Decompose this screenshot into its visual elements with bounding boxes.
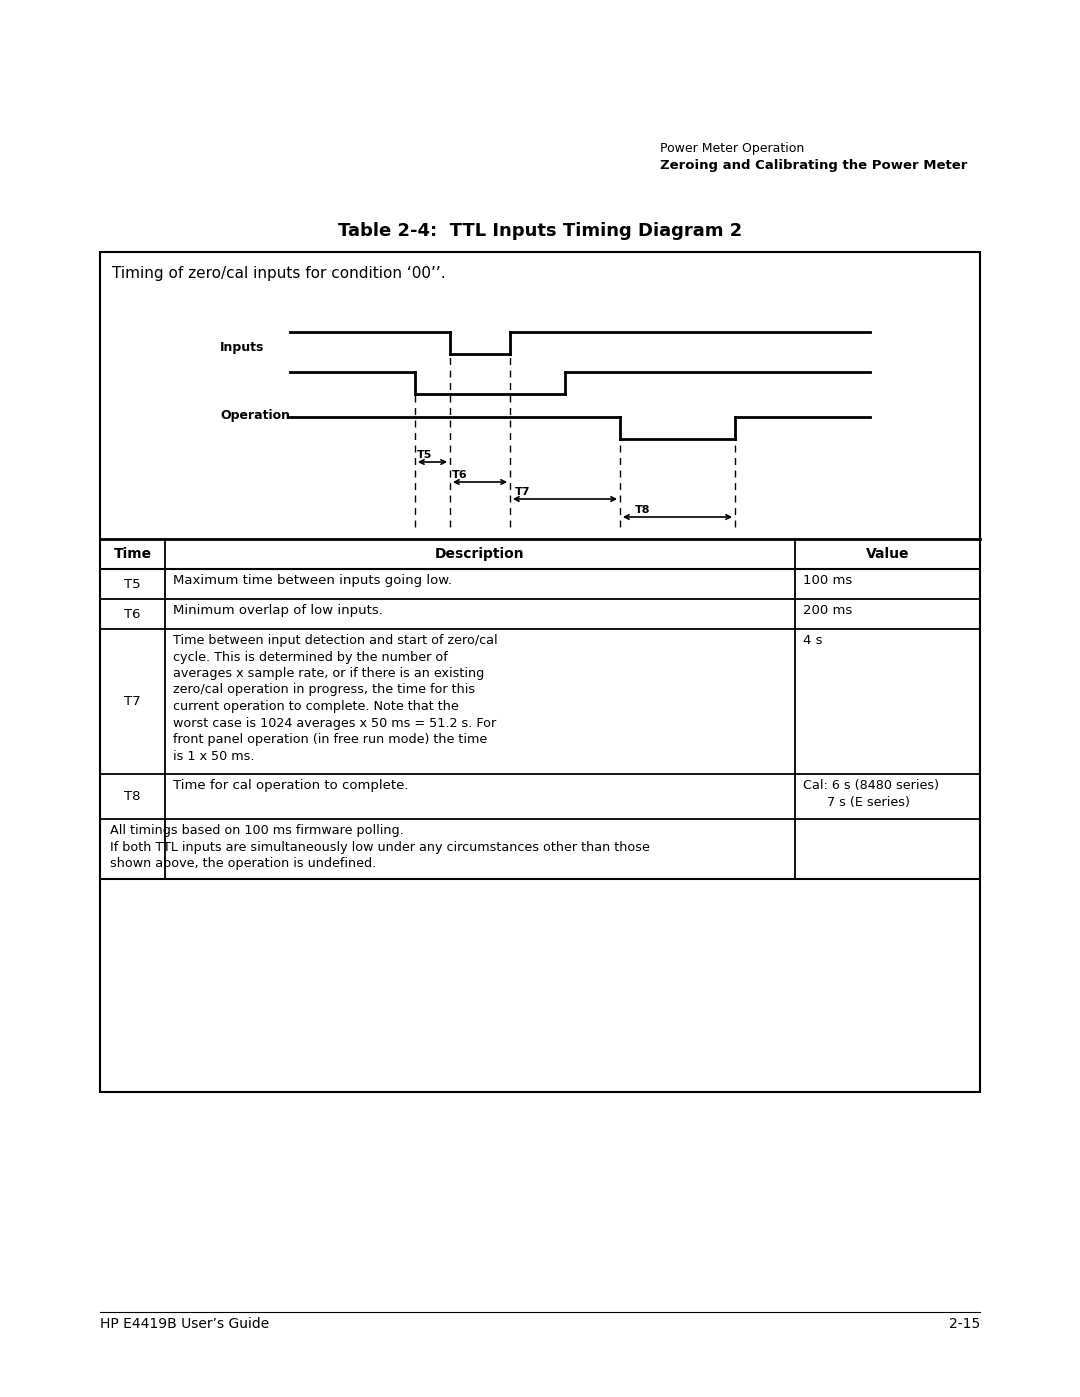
- Text: Time between input detection and start of zero/cal
cycle. This is determined by : Time between input detection and start o…: [173, 634, 498, 763]
- Text: Zeroing and Calibrating the Power Meter: Zeroing and Calibrating the Power Meter: [660, 159, 968, 172]
- Text: T5: T5: [124, 577, 140, 591]
- Text: Value: Value: [866, 548, 909, 562]
- Text: T8: T8: [635, 504, 650, 515]
- Text: Maximum time between inputs going low.: Maximum time between inputs going low.: [173, 574, 453, 587]
- Text: Timing of zero/cal inputs for condition ‘00’’.: Timing of zero/cal inputs for condition …: [112, 265, 446, 281]
- Text: 4 s: 4 s: [804, 634, 823, 647]
- Text: Power Meter Operation: Power Meter Operation: [660, 142, 805, 155]
- Text: T5: T5: [417, 450, 432, 460]
- Text: 100 ms: 100 ms: [804, 574, 852, 587]
- Text: 2-15: 2-15: [948, 1317, 980, 1331]
- Text: HP E4419B User’s Guide: HP E4419B User’s Guide: [100, 1317, 269, 1331]
- Text: Description: Description: [435, 548, 525, 562]
- Text: T6: T6: [453, 469, 468, 481]
- Text: Table 2-4:  TTL Inputs Timing Diagram 2: Table 2-4: TTL Inputs Timing Diagram 2: [338, 222, 742, 240]
- Text: Operation: Operation: [220, 408, 291, 422]
- Text: All timings based on 100 ms firmware polling.
If both TTL inputs are simultaneou: All timings based on 100 ms firmware pol…: [110, 824, 650, 870]
- Text: Minimum overlap of low inputs.: Minimum overlap of low inputs.: [173, 604, 383, 617]
- Text: Cal: 6 s (8480 series)
      7 s (E series): Cal: 6 s (8480 series) 7 s (E series): [804, 780, 939, 809]
- Text: Inputs: Inputs: [220, 341, 265, 353]
- Text: T7: T7: [124, 694, 140, 708]
- Text: Time for cal operation to complete.: Time for cal operation to complete.: [173, 780, 408, 792]
- Text: T8: T8: [124, 789, 140, 803]
- Text: T6: T6: [124, 608, 140, 620]
- Text: T7: T7: [515, 488, 530, 497]
- Text: Time: Time: [113, 548, 151, 562]
- Text: 200 ms: 200 ms: [804, 604, 852, 617]
- Bar: [100, 251, 980, 1092]
